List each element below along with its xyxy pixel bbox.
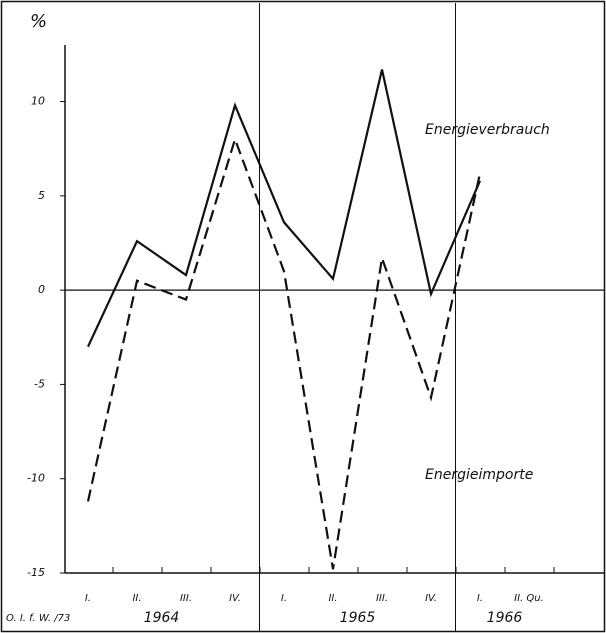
y-axis-label: % [30, 11, 47, 32]
group-label: 1964 [144, 610, 180, 626]
y-tick-label: -5 [34, 377, 45, 390]
x-tick-label: I. [281, 593, 287, 604]
x-tick-label: III. [180, 593, 192, 604]
y-tick-label: 10 [31, 95, 45, 108]
x-tick-label: I. [85, 593, 91, 604]
x-tick-label: II. [328, 593, 337, 604]
group-label: 1966 [487, 610, 523, 626]
x-tick-label: IV. [425, 593, 437, 604]
y-tick-label: 0 [38, 283, 45, 296]
x-tick-label: IV. [229, 593, 241, 604]
y-tick-label: -10 [27, 472, 45, 485]
footnote: O. I. f. W. /73 [6, 613, 70, 624]
series-line [86, 135, 482, 570]
x-tick-label: I. [477, 593, 483, 604]
series-line [87, 69, 482, 348]
x-tick-label: III. [376, 593, 388, 604]
series-label: Energieverbrauch [425, 122, 550, 138]
x-tick-label: II. [132, 593, 141, 604]
y-tick-label: 5 [38, 189, 45, 202]
x-tick-label: II. Qu. [514, 593, 544, 604]
y-tick-label: -15 [27, 566, 45, 579]
series-label: Energieimporte [425, 467, 533, 483]
group-label: 1965 [340, 610, 376, 626]
